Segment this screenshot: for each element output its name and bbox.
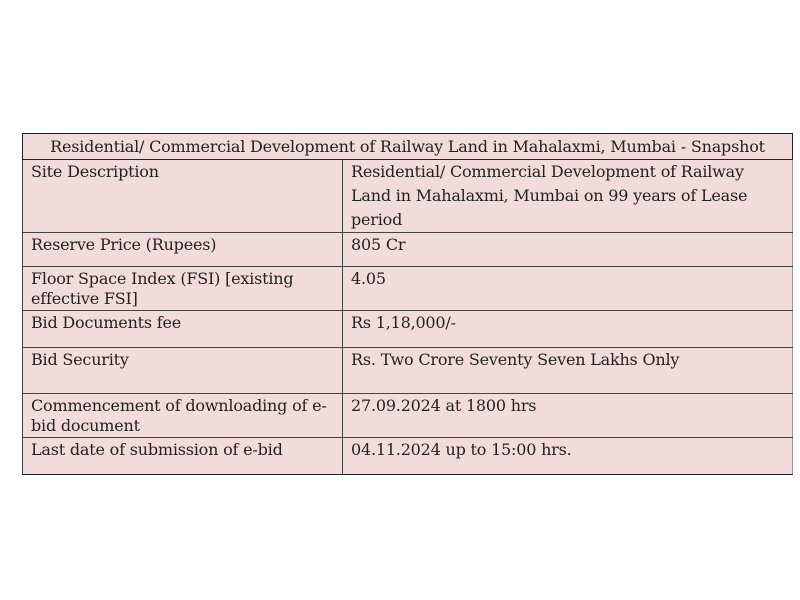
table-row: Reserve Price (Rupees) 805 Cr (22, 232, 793, 267)
snapshot-table: Residential/ Commercial Development of R… (22, 133, 793, 475)
table-row: Site Description Residential/ Commercial… (22, 159, 793, 233)
table-row: Bid Security Rs. Two Crore Seventy Seven… (22, 347, 793, 394)
row-value-site-description: Residential/ Commercial Development of R… (342, 159, 793, 233)
table-row: Commencement of downloading of e-bid doc… (22, 393, 793, 438)
table-title-row: Residential/ Commercial Development of R… (22, 133, 793, 160)
row-value-reserve-price: 805 Cr (342, 232, 793, 267)
row-value-commencement: 27.09.2024 at 1800 hrs (342, 393, 793, 438)
row-label-last-date: Last date of submission of e-bid (22, 437, 343, 475)
row-label-bid-security: Bid Security (22, 347, 343, 394)
row-label-commencement: Commencement of downloading of e-bid doc… (22, 393, 343, 438)
row-value-bid-security: Rs. Two Crore Seventy Seven Lakhs Only (342, 347, 793, 394)
table-row: Floor Space Index (FSI) [existing effect… (22, 266, 793, 311)
row-value-bid-documents-fee: Rs 1,18,000/- (342, 310, 793, 348)
table-row: Last date of submission of e-bid 04.11.2… (22, 437, 793, 475)
row-value-last-date: 04.11.2024 up to 15:00 hrs. (342, 437, 793, 475)
row-value-fsi: 4.05 (342, 266, 793, 311)
table-row: Bid Documents fee Rs 1,18,000/- (22, 310, 793, 348)
row-label-fsi: Floor Space Index (FSI) [existing effect… (22, 266, 343, 311)
table-title: Residential/ Commercial Development of R… (22, 133, 793, 160)
row-label-reserve-price: Reserve Price (Rupees) (22, 232, 343, 267)
row-label-bid-documents-fee: Bid Documents fee (22, 310, 343, 348)
row-label-site-description: Site Description (22, 159, 343, 233)
